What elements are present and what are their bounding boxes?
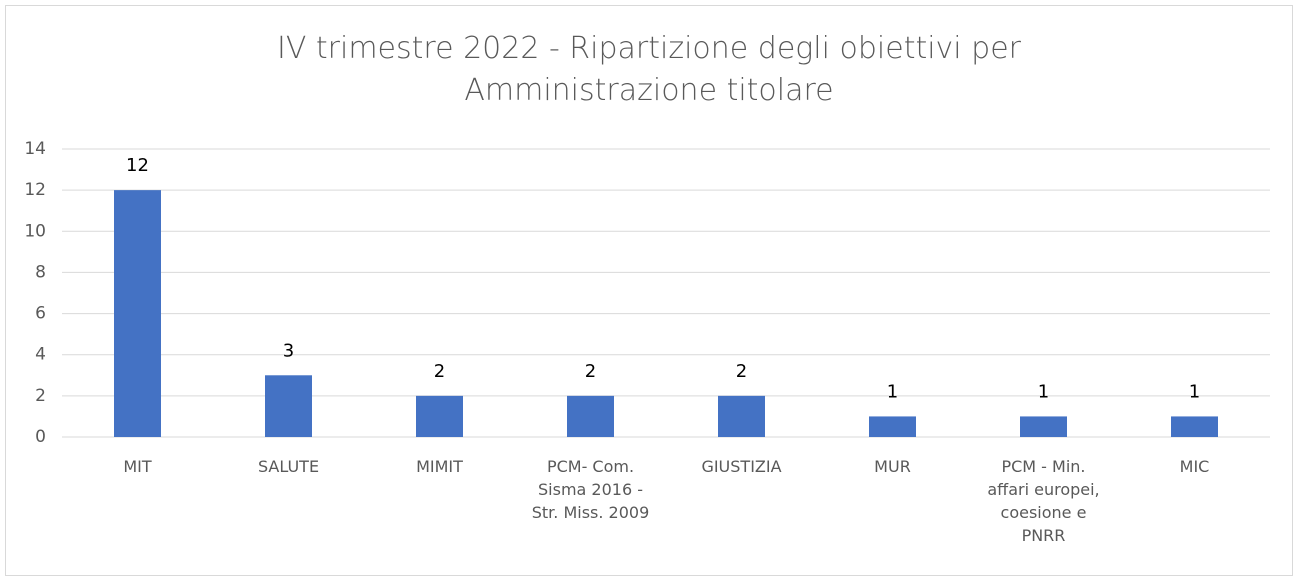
data-label: 1 — [887, 381, 898, 402]
data-label: 12 — [126, 155, 149, 176]
data-label: 3 — [283, 340, 294, 361]
bar — [1020, 416, 1067, 437]
chart-frame — [5, 5, 1293, 576]
bar — [265, 375, 312, 437]
bar — [416, 395, 463, 437]
y-tick-label: 0 — [35, 427, 46, 447]
bar — [869, 416, 916, 437]
data-label: 2 — [434, 361, 445, 382]
y-tick-label: 14 — [24, 139, 46, 159]
data-label: 1 — [1038, 381, 1049, 402]
data-label: 1 — [1189, 381, 1200, 402]
y-tick-label: 10 — [24, 221, 46, 241]
y-tick-label: 2 — [35, 386, 46, 406]
x-tick-label: MIC — [1179, 457, 1210, 476]
chart-title: IV trimestre 2022 - Ripartizione degli o… — [276, 31, 1022, 108]
x-tick-label: SALUTE — [257, 457, 320, 476]
x-tick-label: MUR — [874, 457, 911, 476]
bar — [718, 395, 765, 437]
bar — [114, 190, 161, 437]
x-tick-label: PCM- Com. Sisma 2016 - Str. Miss. 2009 — [531, 457, 650, 522]
x-tick-label: MIT — [123, 457, 152, 476]
data-label: 2 — [585, 361, 596, 382]
x-tick-label: PCM - Min. affari europei, coesione e PN… — [987, 457, 1100, 545]
y-tick-label: 6 — [35, 304, 46, 324]
bar — [567, 395, 614, 437]
bar — [1171, 416, 1218, 437]
y-tick-label: 12 — [24, 180, 46, 200]
data-label: 2 — [736, 361, 747, 382]
x-tick-label: MIMIT — [416, 457, 463, 476]
y-tick-label: 4 — [35, 345, 46, 365]
x-tick-label: GIUSTIZIA — [701, 457, 782, 476]
y-tick-label: 8 — [35, 262, 46, 282]
